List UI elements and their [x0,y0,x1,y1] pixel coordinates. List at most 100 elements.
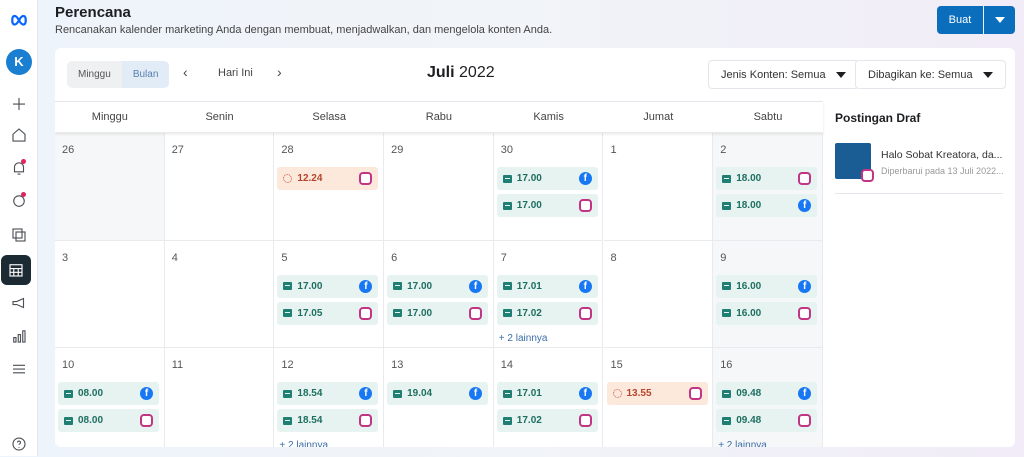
post-icon [502,174,512,183]
content-icon[interactable] [0,222,38,248]
today-button[interactable]: Hari Ini [218,67,253,79]
calendar-icon[interactable] [1,255,31,285]
bell-icon[interactable] [0,155,38,181]
post-item[interactable]: 12.24 [277,167,379,190]
post-time: 18.54 [297,388,323,399]
post-item[interactable]: 17.01 f [496,274,598,298]
shared-to-filter-label: Dibagikan ke: Semua [868,68,973,81]
more-posts-link[interactable]: + 2 lainnya [279,440,329,447]
post-item[interactable]: 19.04 f [387,382,489,405]
post-item[interactable]: 16.00 f [716,274,818,298]
post-time: 17.00 [297,280,323,292]
day-cell[interactable]: 10 08.00 f 08.00 [55,348,165,447]
day-cell[interactable]: 2 18.00 18.00 f [713,133,823,241]
post-item[interactable]: 18.54 f [277,382,379,405]
day-cell[interactable]: 1 [603,133,714,241]
post-time: 17.02 [516,415,542,426]
create-dropdown-button[interactable] [984,6,1015,34]
next-month-icon[interactable]: › [277,64,282,80]
menu-icon[interactable] [0,356,38,382]
more-posts-link[interactable]: + 2 lainnya [718,440,767,447]
day-cell[interactable]: 30 17.00 f 17.00 [493,133,604,241]
day-cell[interactable]: 12 18.54 f 18.54 + 2 lainnya [274,348,385,447]
facebook-icon: f [798,387,812,400]
post-time: 09.48 [736,415,762,426]
help-icon[interactable] [0,431,38,457]
day-number: 13 [391,359,404,371]
post-item[interactable]: 17.05 [277,301,379,325]
view-month-button[interactable]: Bulan [121,61,170,88]
day-cell[interactable]: 13 19.04 f [384,348,494,447]
day-cell[interactable]: 28 12.24 [274,133,385,241]
pending-icon [612,389,622,398]
day-cell[interactable]: 15 13.55 [604,348,714,447]
day-cell[interactable]: 6 17.00 f 17.00 [384,240,494,348]
day-cell[interactable]: 8 [603,240,714,348]
post-item[interactable]: 08.00 [58,409,159,432]
prev-month-icon[interactable]: ‹ [183,64,188,80]
post-item[interactable]: 16.00 [716,301,818,325]
post-item[interactable]: 17.00 [387,301,489,325]
post-item[interactable]: 08.00 f [58,382,159,405]
post-item[interactable]: 17.02 [496,409,598,432]
shared-to-filter[interactable]: Dibagikan ke: Semua [855,60,1006,89]
instagram-icon [140,414,153,427]
create-button[interactable]: Buat [937,6,983,34]
day-number: 10 [62,359,75,371]
day-cell[interactable]: 11 [165,348,275,447]
post-item[interactable]: 17.00 f [496,167,598,190]
day-number: 1 [610,144,617,156]
plus-icon[interactable] [0,91,38,117]
account-avatar[interactable]: K [0,49,38,75]
day-number: 27 [171,144,184,156]
day-cell[interactable]: 7 17.01 f 17.02 + 2 lainnya [493,240,604,348]
day-cell[interactable]: 5 17.00 f 17.05 [274,240,385,348]
post-item[interactable]: 09.48 f [716,382,818,405]
day-cell[interactable]: 27 [164,133,275,241]
day-cell[interactable]: 4 [164,240,275,348]
post-item[interactable]: 18.00 [716,167,818,190]
post-item[interactable]: 17.00 [496,194,598,217]
day-cell[interactable]: 9 16.00 f 16.00 [713,240,823,348]
insights-icon[interactable] [0,323,38,349]
weekday-rabu: Rabu [425,111,453,123]
post-item[interactable]: 18.00 f [716,194,818,217]
day-cell[interactable]: 26 [55,133,165,241]
post-time: 17.00 [407,307,433,319]
post-item[interactable]: 17.00 f [387,274,489,298]
post-time: 17.00 [516,200,542,211]
post-icon [283,282,293,290]
more-posts-link[interactable]: + 2 lainnya [498,332,548,344]
meta-logo-icon[interactable] [0,5,38,31]
day-cell[interactable]: 14 17.01 f 17.02 [494,348,604,447]
draft-text: Halo Sobat Kreatora, da... [881,149,1003,161]
post-item[interactable]: 09.48 [716,409,818,432]
post-item[interactable]: 13.55 [606,382,708,405]
year: 2022 [459,64,495,81]
post-time: 16.00 [736,280,762,292]
view-week-button[interactable]: Minggu [67,61,122,88]
post-icon [722,416,732,425]
chat-icon[interactable] [0,188,38,214]
day-cell[interactable]: 3 [55,240,165,348]
home-icon[interactable] [0,122,38,148]
day-number: 26 [62,144,75,156]
day-number: 8 [610,251,617,264]
chevron-down-icon [994,17,1005,23]
page-title: Perencana [55,4,131,21]
day-cell[interactable]: 16 09.48 f 09.48 + 2 lainnya [713,348,823,447]
caret-down-icon [835,71,846,78]
day-number: 7 [500,251,507,264]
post-icon [283,389,293,398]
facebook-icon: f [140,387,153,400]
post-item[interactable]: 17.02 [496,301,598,325]
draft-panel-title: Postingan Draf [835,111,921,125]
content-type-filter[interactable]: Jenis Konten: Semua [708,60,859,89]
post-icon [393,282,403,290]
megaphone-icon[interactable] [0,290,38,316]
post-item[interactable]: 17.00 f [277,274,379,298]
post-item[interactable]: 17.01 f [496,382,598,405]
day-cell[interactable]: 29 [384,133,494,241]
post-time: 17.05 [297,307,323,319]
post-item[interactable]: 18.54 [277,409,379,432]
